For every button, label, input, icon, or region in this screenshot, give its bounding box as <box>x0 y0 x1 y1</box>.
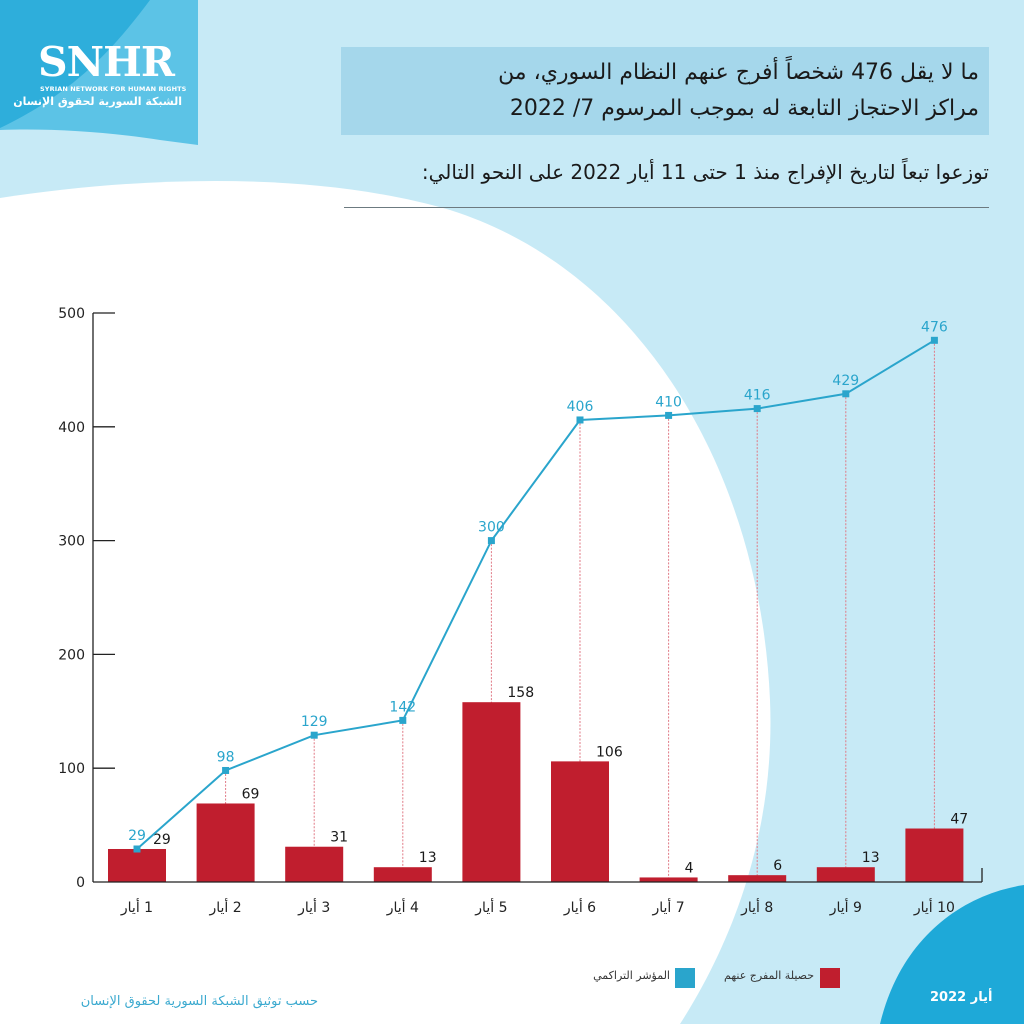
headline-line-2: مراكز الاحتجاز التابعة له بموجب المرسوم … <box>509 96 979 121</box>
line-marker <box>487 537 495 545</box>
bar-value-label: 29 <box>153 832 171 848</box>
line-value-label: 410 <box>655 394 682 410</box>
x-tick-label: 3 أيار <box>297 898 330 916</box>
legend: حصيلة المفرج عنهم المؤشر التراكمي <box>560 964 840 994</box>
line-value-label: 406 <box>567 399 594 415</box>
logo-org-name-ar: الشبكة السورية لحقوق الإنسان <box>13 95 182 108</box>
legend-swatch-bar <box>820 968 840 988</box>
bar-value-label: 6 <box>773 858 782 874</box>
bar-value-label: 13 <box>419 850 437 866</box>
line-marker <box>133 845 141 853</box>
bar <box>108 848 166 882</box>
x-tick-label: 1 أيار <box>120 898 153 916</box>
axes <box>92 312 983 883</box>
bar <box>728 875 787 882</box>
bar-value-label: 69 <box>242 786 260 802</box>
line-value-label: 300 <box>478 520 505 536</box>
x-tick-label: 7 أيار <box>652 898 685 916</box>
y-tick-labels: 0 100 200 300 400 500 <box>58 306 85 891</box>
y-tick-label: 400 <box>58 420 85 436</box>
headline-box: ما لا يقل 476 شخصاً أفرج عنهم النظام الس… <box>341 47 989 135</box>
cumulative-line <box>136 339 935 850</box>
bar-series <box>108 702 964 882</box>
bar-value-label: 106 <box>596 744 623 760</box>
bar <box>639 877 698 882</box>
date-stamp: أيار 2022 <box>930 990 993 1005</box>
bar-value-label: 13 <box>862 850 880 866</box>
headline-line-1: ما لا يقل 476 شخصاً أفرج عنهم النظام الس… <box>498 60 979 85</box>
source-note: حسب توثيق الشبكة السورية لحقوق الإنسان <box>80 994 318 1009</box>
x-tick-label: 8 أيار <box>740 898 773 916</box>
bar <box>462 702 521 882</box>
line-value-label: 142 <box>389 699 416 715</box>
bar <box>551 761 609 882</box>
legend-item-line: المؤشر التراكمي <box>560 964 700 988</box>
logo: SNHR SYRIAN NETWORK FOR HUMAN RIGHTS الش… <box>0 0 200 145</box>
logo-wordmark: SNHR <box>38 38 175 86</box>
line-value-label: 129 <box>301 714 328 730</box>
bar-value-label: 47 <box>950 812 968 828</box>
y-tick-label: 500 <box>58 306 85 322</box>
line-marker <box>930 336 938 344</box>
line-marker <box>842 390 850 398</box>
bar-value-label: 31 <box>330 830 348 846</box>
background-corner-circle <box>880 885 1024 1024</box>
line-marker <box>222 766 230 774</box>
y-tick-label: 300 <box>58 534 85 550</box>
line-marker <box>576 416 584 424</box>
bar <box>905 828 964 882</box>
subtitle-divider <box>344 207 989 208</box>
x-tick-label: 5 أيار <box>474 898 507 916</box>
line-marker <box>399 716 407 724</box>
line-value-label: 29 <box>128 828 146 844</box>
y-tick-label: 0 <box>76 875 85 891</box>
y-tick-label: 100 <box>58 761 85 777</box>
bar <box>373 867 432 882</box>
line-value-label: 416 <box>744 388 771 404</box>
logo-org-name-en: SYRIAN NETWORK FOR HUMAN RIGHTS <box>40 85 187 93</box>
bar <box>196 803 255 882</box>
line-marker <box>310 731 318 739</box>
x-tick-label: 4 أيار <box>386 898 419 916</box>
line-value-label: 476 <box>921 319 948 335</box>
line-value-labels: 29 98 129 142 300 406 410 416 429 476 <box>128 319 948 844</box>
bar-value-labels: 29 69 31 13 158 106 4 6 13 47 <box>153 685 968 876</box>
x-tick-label: 9 أيار <box>829 898 862 916</box>
line-marker <box>665 411 673 419</box>
line-value-label: 98 <box>217 749 235 765</box>
legend-item-bar: حصيلة المفرج عنهم <box>710 964 840 988</box>
bar <box>285 846 344 882</box>
legend-label-bar: حصيلة المفرج عنهم <box>724 969 814 982</box>
x-tick-label: 6 أيار <box>563 898 596 916</box>
x-tick-label: 10 أيار <box>913 898 955 916</box>
x-tick-label: 2 أيار <box>209 898 242 916</box>
logo-band-dark <box>0 0 150 128</box>
bar-value-label: 4 <box>685 860 694 876</box>
line-series <box>133 336 938 853</box>
bar <box>816 867 875 882</box>
line-marker <box>753 405 761 413</box>
subtitle: توزعوا تبعاً لتاريخ الإفراج منذ 1 حتى 11… <box>421 160 989 184</box>
x-tick-labels: 1 أيار 2 أيار 3 أيار 4 أيار 5 أيار 6 أيار 7 أي… <box>120 898 955 916</box>
legend-label-line: المؤشر التراكمي <box>593 969 670 982</box>
legend-swatch-line <box>675 968 695 988</box>
bar-value-label: 158 <box>507 685 534 701</box>
line-value-label: 429 <box>832 373 859 389</box>
y-tick-label: 200 <box>58 647 85 663</box>
